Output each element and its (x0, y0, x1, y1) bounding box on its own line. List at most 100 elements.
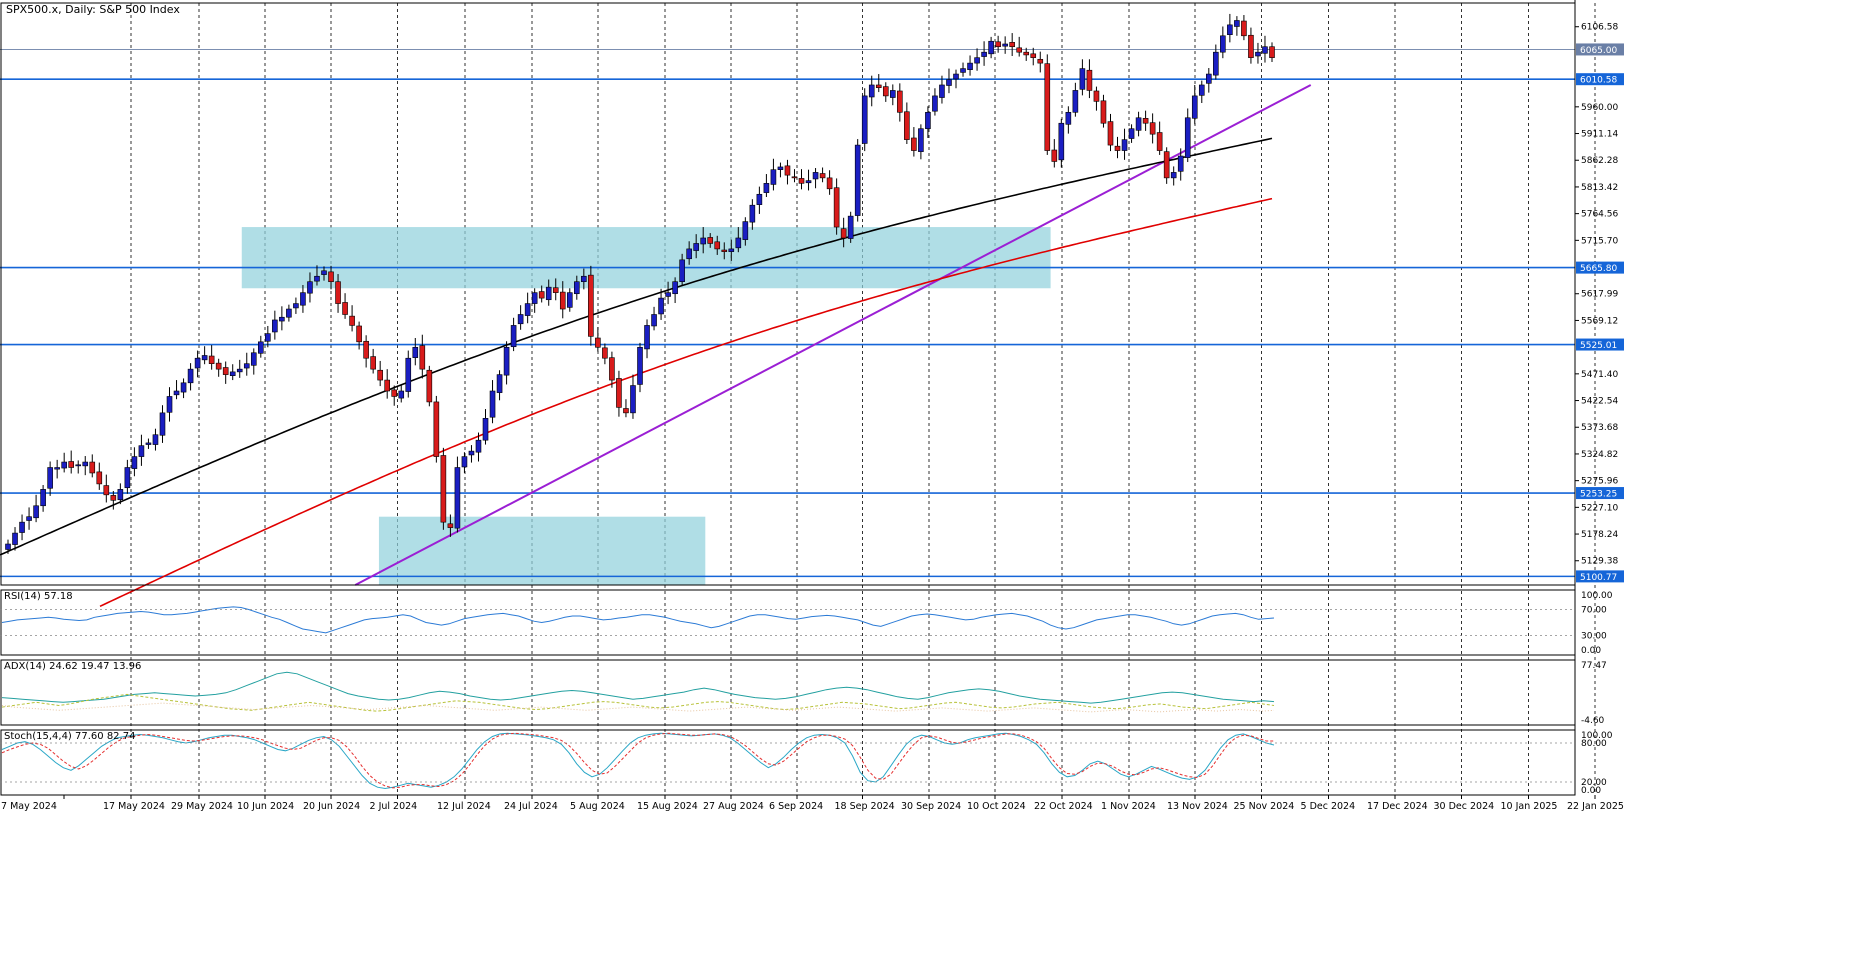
price-label-box (1576, 73, 1624, 86)
candle-up (412, 346, 419, 358)
price-tick-label: 5569.12 (1581, 316, 1618, 326)
candle-down (595, 337, 601, 348)
candle-down (1142, 118, 1149, 124)
time-tick-label: 5 Dec 2024 (1301, 801, 1356, 812)
candle-up (1058, 122, 1065, 161)
time-tick-label: 17 May 2024 (103, 801, 165, 812)
candle-up (644, 325, 650, 350)
candle-up (482, 418, 489, 441)
candle-down (552, 287, 559, 293)
moving-average-red (99, 197, 1273, 608)
candle-up (117, 489, 124, 501)
candle-up (405, 357, 412, 392)
candle-up (524, 303, 531, 316)
stoch-tick-label: 100.00 (1581, 731, 1613, 741)
vertical-grid (130, 3, 1596, 795)
candle-down (1093, 90, 1100, 102)
time-tick-label: 7 May 2024 (1, 801, 57, 812)
candle-down (1086, 69, 1093, 91)
candle-up (19, 521, 25, 533)
candle-up (250, 352, 257, 366)
candle-down (602, 347, 608, 359)
candle-down (538, 291, 545, 299)
candle-down (1269, 46, 1275, 58)
price-label-box (1576, 261, 1624, 274)
price-label-box (1576, 487, 1624, 500)
candle-down (1156, 132, 1163, 151)
candle-up (265, 333, 271, 342)
price-tick-label: 5960.00 (1581, 103, 1618, 113)
candle-up (889, 90, 896, 98)
candle-up (243, 363, 250, 369)
time-tick-label: 18 Sep 2024 (835, 801, 895, 812)
candle-up (637, 346, 643, 385)
candle-down (419, 345, 426, 370)
stoch-d-line (1, 732, 1274, 789)
candle-down (377, 369, 383, 381)
candle-up (286, 308, 292, 318)
price-tick-label: 6106.58 (1581, 23, 1618, 33)
candle-up (159, 412, 166, 436)
candle-up (658, 297, 664, 315)
time-tick-label: 17 Dec 2024 (1367, 801, 1428, 812)
candle-up (152, 434, 159, 445)
candle-up (229, 371, 236, 376)
candle-up (665, 292, 671, 297)
candle-up (1191, 95, 1198, 119)
candle-up (124, 467, 131, 489)
stoch-tick-label: 20.00 (1581, 778, 1607, 788)
candle-up (812, 172, 819, 180)
candle-down (1107, 121, 1114, 146)
time-tick-label: 15 Aug 2024 (637, 801, 698, 812)
candle-down (1114, 145, 1121, 151)
candle-down (1023, 51, 1030, 56)
candle-down (721, 249, 728, 252)
candle-up (960, 68, 966, 73)
time-tick-label: 22 Jan 2025 (1567, 801, 1624, 812)
price-tick-label: 5715.70 (1581, 236, 1618, 246)
price-tick-label: 5911.14 (1581, 130, 1618, 140)
candle-down (897, 90, 903, 113)
candle-down (1044, 63, 1051, 151)
candle-up (679, 259, 685, 283)
time-tick-label: 10 Jun 2024 (237, 801, 294, 812)
candle-up (1198, 84, 1205, 96)
candle-up (868, 84, 875, 98)
price-tick-label: 5129.38 (1581, 557, 1618, 567)
candle-up (1170, 172, 1177, 179)
candle-up (566, 292, 573, 308)
candle-up (180, 382, 187, 393)
candle-down (559, 291, 566, 310)
candle-up (293, 303, 299, 309)
candle-up (12, 532, 18, 545)
price-label-box (1576, 338, 1624, 351)
time-tick-label: 6 Sep 2024 (769, 801, 823, 812)
candle-up (138, 445, 145, 457)
candle-up (728, 248, 735, 252)
price-label: 6010.58 (1580, 76, 1617, 86)
stoch-label: Stoch(15,4,4) 77.60 82.74 (4, 731, 135, 742)
candle-up (1220, 35, 1226, 53)
candle-up (651, 314, 657, 327)
price-tick-label: 5373.68 (1581, 423, 1618, 433)
candles (5, 13, 1275, 554)
adx-label: ADX(14) 24.62 19.47 13.96 (4, 661, 141, 672)
candle-up (861, 95, 868, 144)
candle-up (47, 467, 53, 489)
candle-down (588, 274, 594, 337)
candle-down (356, 325, 362, 343)
candle-up (496, 374, 503, 393)
candle-down (222, 367, 229, 375)
support-zone-2 (378, 516, 706, 585)
candle-down (840, 228, 847, 239)
candle-up (805, 180, 812, 184)
candle-up (166, 396, 173, 413)
candle-down (1163, 151, 1170, 179)
candle-up (475, 439, 482, 453)
candle-up (573, 281, 580, 295)
price-tick-label: 5178.24 (1581, 530, 1618, 540)
candle-up (672, 281, 678, 295)
candle-down (819, 173, 826, 179)
